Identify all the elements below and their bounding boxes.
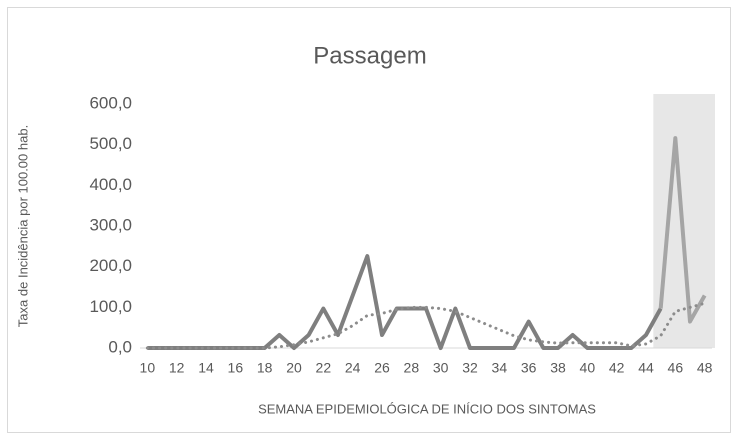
x-tick-label: 40 — [580, 360, 596, 376]
x-tick-label: 34 — [492, 360, 508, 376]
y-tick-label: 200,0 — [89, 256, 132, 275]
x-tick-label: 16 — [228, 360, 244, 376]
x-tick-label: 32 — [462, 360, 478, 376]
x-tick-label: 14 — [198, 360, 214, 376]
y-tick-label: 100,0 — [89, 297, 132, 316]
y-axis-label: Taxa de Incidência por 100.00 hab. — [15, 125, 30, 327]
x-tick-label: 12 — [169, 360, 185, 376]
highlight-band — [653, 94, 715, 348]
x-tick-label: 42 — [609, 360, 625, 376]
x-tick-label: 38 — [550, 360, 566, 376]
x-tick-label: 10 — [140, 360, 156, 376]
series-line — [658, 136, 707, 324]
x-tick-label: 44 — [638, 360, 654, 376]
x-tick-label: 24 — [345, 360, 361, 376]
y-tick-label: 600,0 — [89, 93, 132, 112]
chart-border — [7, 7, 731, 433]
chart-title: Passagem — [313, 42, 426, 69]
x-tick-label: 26 — [374, 360, 390, 376]
y-tick-label: 300,0 — [89, 215, 132, 234]
x-tick-label: 46 — [668, 360, 684, 376]
x-tick-label: 22 — [316, 360, 332, 376]
x-tick-label: 18 — [257, 360, 273, 376]
x-tick-label: 30 — [433, 360, 449, 376]
x-tick-label: 28 — [404, 360, 420, 376]
x-tick-label: 36 — [521, 360, 537, 376]
x-tick-label: 20 — [286, 360, 302, 376]
y-tick-label: 0,0 — [108, 337, 132, 356]
x-tick-label: 48 — [697, 360, 713, 376]
x-axis-label: SEMANA EPIDEMIOLÓGICA DE INÍCIO DOS SINT… — [258, 401, 596, 416]
y-tick-label: 500,0 — [89, 134, 132, 153]
y-tick-label: 400,0 — [89, 175, 132, 194]
series-line — [145, 301, 707, 350]
